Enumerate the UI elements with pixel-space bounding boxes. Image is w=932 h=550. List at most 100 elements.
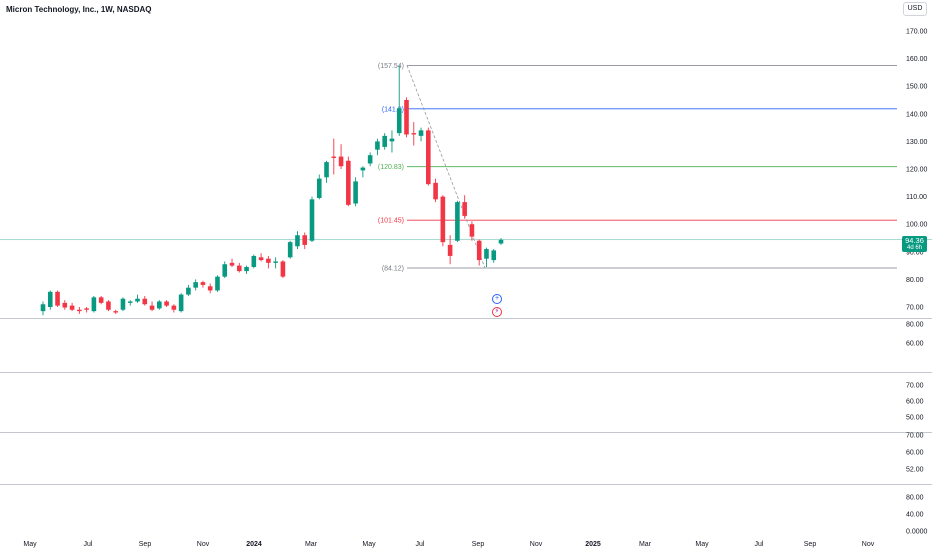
- lower-pane-tick-label: 52.00: [906, 467, 924, 474]
- candle-body: [106, 301, 111, 310]
- candle-body: [404, 100, 409, 135]
- candle-body: [251, 255, 257, 267]
- candle-body: [171, 305, 177, 310]
- candle-body: [55, 291, 60, 306]
- last-price-label: 94.36 4d 6h: [902, 236, 927, 252]
- candle-body: [360, 167, 366, 171]
- lower-pane-tick-label: 70.00: [906, 433, 924, 440]
- candle-body: [324, 162, 329, 178]
- candle-body: [157, 301, 162, 309]
- price-tick-label: 140.00: [906, 111, 928, 118]
- candle-body: [367, 155, 373, 164]
- candle-body: [346, 160, 351, 205]
- time-tick-label: Sep: [472, 541, 485, 548]
- candle-body: [244, 266, 249, 272]
- time-tick-label: Jul: [416, 541, 425, 548]
- candle-body: [411, 133, 417, 135]
- candle-body: [469, 224, 475, 237]
- candle-body: [287, 242, 293, 258]
- candle-body: [273, 261, 278, 263]
- candle-body: [433, 182, 438, 200]
- lower-pane-tick-label: 60.00: [906, 399, 924, 406]
- candle-body: [498, 239, 504, 244]
- candle-body: [258, 257, 264, 261]
- candle-body: [236, 265, 242, 272]
- candle-body: [207, 286, 213, 291]
- candle-body: [455, 202, 460, 241]
- price-tick-label: 110.00: [906, 194, 927, 201]
- candle-body: [77, 309, 82, 312]
- price-tick-label: 150.00: [906, 84, 928, 91]
- candle-body: [331, 156, 337, 158]
- candle-body: [127, 301, 133, 303]
- candles[interactable]: [40, 65, 504, 316]
- candle-body: [142, 298, 148, 305]
- time-axis[interactable]: May Jul Sep Nov 2024 Mar May Jul Sep Nov 2025 Mar Ma…: [23, 541, 874, 548]
- candle-body: [491, 250, 497, 261]
- candle-body: [178, 294, 184, 312]
- fibonacci-retracement[interactable]: (157.54) (141.8) (120.83) (101.45) (84.12): [378, 63, 897, 273]
- fib-level-label: (157.54): [378, 63, 404, 70]
- lower-pane-tick-label: 80.00: [906, 322, 924, 329]
- price-tick-label: 70.00: [906, 305, 924, 312]
- fib-level-label: (141.8): [382, 106, 404, 113]
- price-tick-label: 170.00: [906, 29, 928, 36]
- fib-level-label: (101.45): [378, 218, 404, 225]
- lower-pane-tick-label: 50.00: [906, 415, 924, 422]
- time-tick-label: Nov: [862, 541, 875, 548]
- time-tick-label: May: [23, 541, 37, 548]
- candle-body: [389, 138, 395, 142]
- candle-body: [462, 202, 467, 216]
- candle-body: [353, 181, 358, 204]
- lightning-icon[interactable]: ⚡: [492, 307, 502, 317]
- time-tick-label: Nov: [197, 541, 210, 548]
- candle-body: [447, 244, 453, 256]
- candle-body: [84, 308, 89, 310]
- price-axis[interactable]: 170.00 160.00 150.00 140.00 130.00 120.00 110.…: [906, 29, 928, 312]
- candle-body: [476, 240, 482, 261]
- time-tick-label: Jul: [84, 541, 93, 548]
- lower-pane-axes: 80.00 60.00 70.00 60.00 50.00 70.00 60.00 52.00…: [906, 322, 928, 536]
- candle-body: [193, 282, 198, 288]
- candle-body: [164, 301, 169, 306]
- currency-button[interactable]: USD: [903, 2, 927, 16]
- time-tick-label: Nov: [530, 541, 543, 548]
- bar-countdown: 4d 6h: [906, 245, 922, 251]
- candle-body: [120, 298, 126, 310]
- candle-body: [316, 178, 322, 198]
- time-tick-label: Mar: [305, 541, 318, 548]
- candle-body: [200, 282, 206, 285]
- time-tick-label: May: [695, 541, 709, 548]
- candle-body: [375, 141, 380, 150]
- candle-body: [69, 305, 75, 310]
- candle-body: [266, 258, 271, 263]
- candle-body: [135, 298, 140, 302]
- time-tick-label: 2025: [585, 541, 601, 548]
- price-tick-label: 80.00: [906, 277, 924, 284]
- time-tick-label: May: [362, 541, 376, 548]
- candle-body: [91, 297, 97, 312]
- candle-body: [440, 196, 446, 243]
- candle-body: [309, 199, 315, 241]
- plus-circle-icon[interactable]: +: [492, 294, 502, 304]
- lower-pane-tick-label: 60.00: [906, 341, 924, 348]
- candle-body: [40, 304, 46, 312]
- candle-body: [418, 130, 424, 136]
- candle-body: [186, 287, 191, 295]
- lower-pane-tick-label: 40.00: [906, 512, 924, 519]
- candle-body: [295, 235, 300, 247]
- lower-pane-tick-label: 70.00: [906, 383, 924, 390]
- price-tick-label: 130.00: [906, 139, 928, 146]
- candle-body: [484, 249, 489, 259]
- price-tick-label: 160.00: [906, 56, 928, 63]
- fib-level-label: (120.83): [378, 164, 404, 171]
- candle-body: [396, 108, 402, 134]
- candle-body: [302, 235, 308, 245]
- price-tick-label: 100.00: [906, 222, 928, 229]
- candle-body: [222, 264, 228, 277]
- candle-body: [62, 302, 68, 308]
- candle-body: [382, 135, 387, 147]
- candle-body: [149, 305, 155, 310]
- time-tick-label: Mar: [639, 541, 652, 548]
